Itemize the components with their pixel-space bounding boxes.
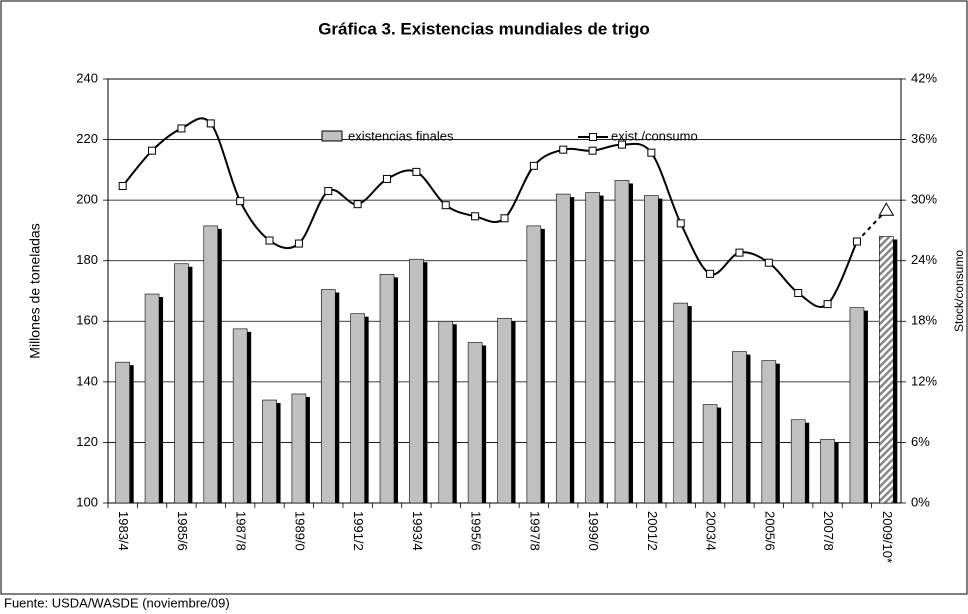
forecast-marker xyxy=(878,202,895,216)
bar xyxy=(702,404,718,504)
legend-swatch xyxy=(321,130,343,142)
bar xyxy=(350,313,365,504)
bar xyxy=(409,258,424,504)
bar xyxy=(291,393,307,504)
x-tick-label: 2005/6 xyxy=(762,511,777,551)
legend-label: existencias finales xyxy=(348,128,454,143)
x-tick-label: 2007/8 xyxy=(821,511,836,551)
y2-tick-label: 36% xyxy=(911,131,937,146)
bar xyxy=(820,439,835,504)
line-marker xyxy=(265,236,274,245)
y2-tick-label: 30% xyxy=(911,192,937,207)
bar xyxy=(144,293,160,504)
bar xyxy=(174,263,189,504)
y-tick-label: 140 xyxy=(76,373,98,388)
bar xyxy=(673,302,689,504)
line-marker xyxy=(206,119,215,128)
line-marker xyxy=(588,146,597,155)
line-marker xyxy=(764,258,773,267)
bar xyxy=(203,225,219,504)
line-marker xyxy=(353,200,362,209)
chart-title: Gráfica 3. Existencias mundiales de trig… xyxy=(318,19,650,38)
bar xyxy=(467,342,483,504)
line-marker xyxy=(148,146,157,155)
line-marker xyxy=(118,182,127,191)
x-tick-label: 2001/2 xyxy=(645,511,660,551)
line-marker xyxy=(471,212,480,221)
y2-tick-label: 18% xyxy=(911,313,937,328)
bar xyxy=(115,361,130,504)
line-marker xyxy=(412,167,421,176)
bar xyxy=(849,307,865,504)
x-tick-label: 1983/4 xyxy=(116,511,131,551)
line-marker xyxy=(177,124,186,133)
y-tick-label: 120 xyxy=(76,434,98,449)
y2-tick-label: 24% xyxy=(911,252,937,267)
x-tick-label: 1999/0 xyxy=(586,511,601,551)
line-marker xyxy=(559,145,568,154)
bar xyxy=(379,274,395,504)
x-tick-label: 2009/10* xyxy=(880,511,895,563)
bar xyxy=(879,236,894,504)
bar xyxy=(644,195,659,504)
line-marker xyxy=(735,248,744,257)
x-tick-label: 1991/2 xyxy=(351,511,366,551)
line-marker xyxy=(617,140,626,149)
line-marker xyxy=(441,201,450,210)
x-tick-label: 1997/8 xyxy=(527,511,542,551)
y2-axis-label: Stock/consumo xyxy=(952,250,966,332)
x-tick-label: 1989/0 xyxy=(292,511,307,551)
bar xyxy=(262,399,277,504)
x-tick-label: 1993/4 xyxy=(410,511,425,551)
bar xyxy=(732,351,747,504)
line-marker xyxy=(676,219,685,228)
x-tick-label: 2003/4 xyxy=(704,511,719,551)
y2-tick-label: 0% xyxy=(911,494,930,509)
y-tick-label: 240 xyxy=(76,70,98,85)
y-tick-label: 100 xyxy=(76,494,98,509)
line-marker xyxy=(294,239,303,248)
line-marker xyxy=(324,187,333,196)
bar xyxy=(320,289,336,504)
x-tick-label: 1985/6 xyxy=(175,511,190,551)
bar xyxy=(526,225,542,504)
y-axis-label: Millones de toneladas xyxy=(27,223,43,358)
y-tick-label: 200 xyxy=(76,192,98,207)
bar xyxy=(555,193,571,504)
x-tick-label: 1987/8 xyxy=(234,511,249,551)
line-marker xyxy=(852,237,861,246)
bar xyxy=(232,328,248,504)
legend-label: exist./consumo xyxy=(611,128,698,143)
x-tick-label: 1995/6 xyxy=(469,511,484,551)
bar xyxy=(761,360,777,504)
line-marker xyxy=(794,289,803,298)
bar xyxy=(614,180,630,504)
line-marker xyxy=(647,148,656,157)
legend-swatch xyxy=(589,133,597,141)
y-tick-label: 180 xyxy=(76,252,98,267)
line-marker xyxy=(529,161,538,170)
line-marker xyxy=(236,197,245,206)
line-marker xyxy=(383,174,392,183)
line-marker xyxy=(706,269,715,278)
bar xyxy=(438,320,454,504)
source: Fuente: USDA/WASDE (noviembre/09) xyxy=(4,595,230,610)
line-marker xyxy=(823,300,832,309)
bar xyxy=(497,317,512,504)
y-tick-label: 160 xyxy=(76,313,98,328)
line-marker xyxy=(500,214,509,223)
y2-tick-label: 42% xyxy=(911,70,937,85)
y2-tick-label: 6% xyxy=(911,434,930,449)
bar xyxy=(790,419,806,504)
bar xyxy=(585,192,600,504)
y2-tick-label: 12% xyxy=(911,373,937,388)
y-tick-label: 220 xyxy=(76,131,98,146)
